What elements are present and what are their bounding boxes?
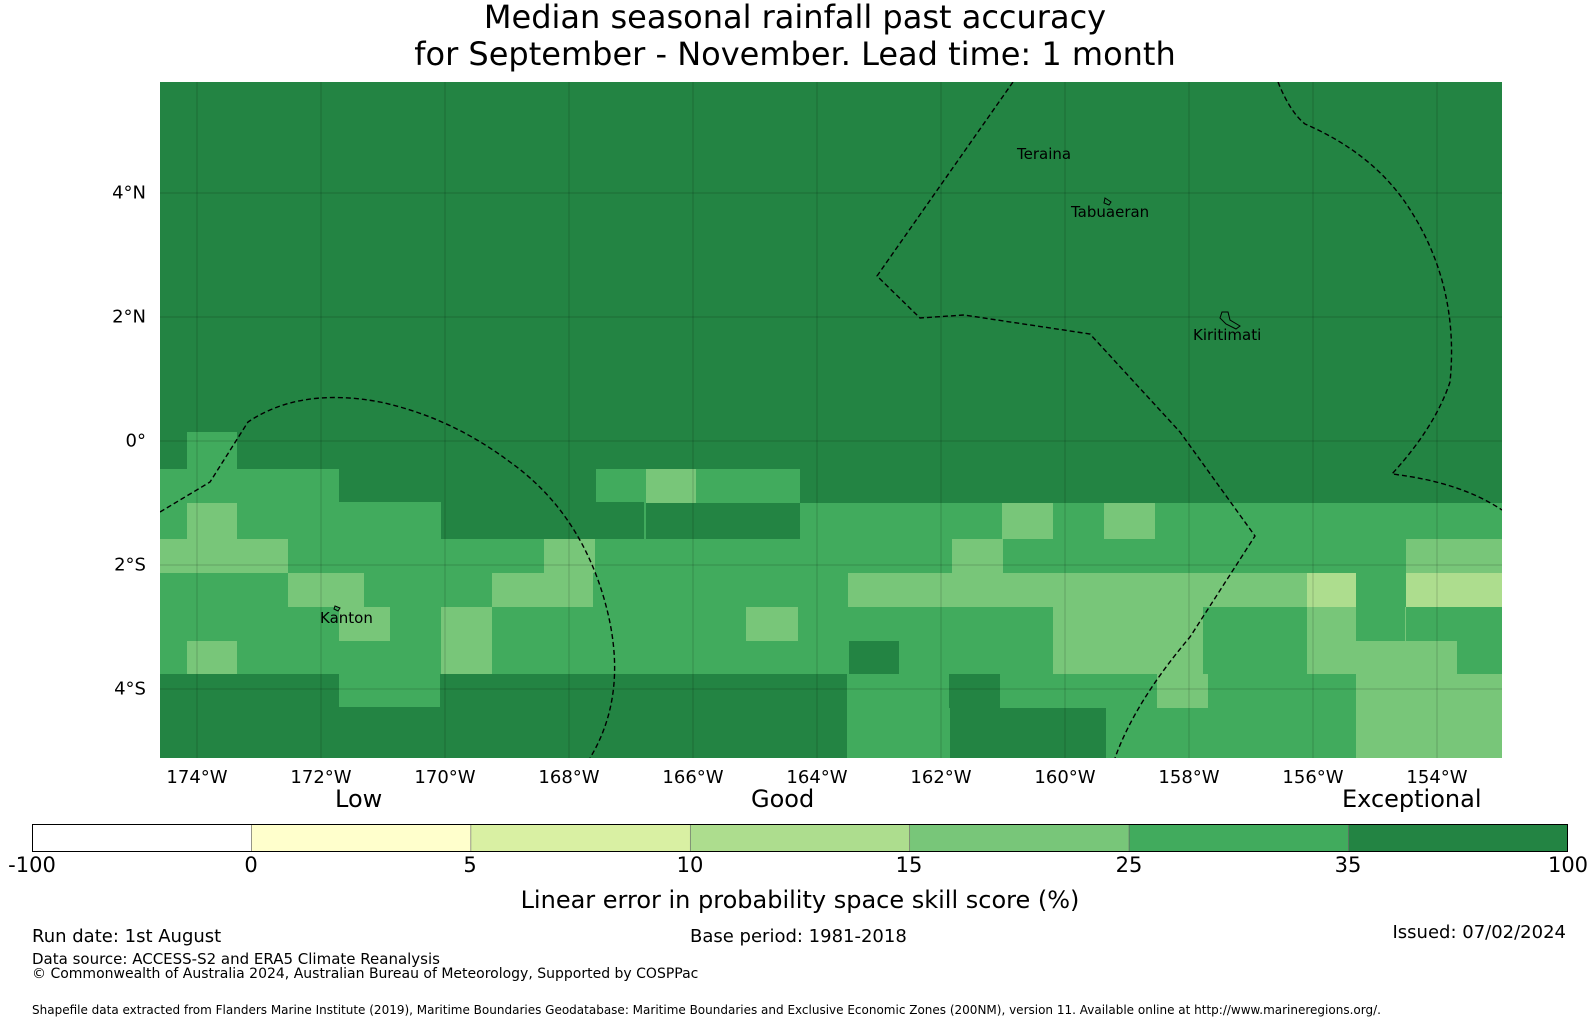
- skill-grid-cell: [339, 674, 390, 707]
- skill-grid-cell: [1457, 641, 1502, 674]
- lon-label: 158°W: [1158, 767, 1220, 788]
- skill-grid-cell: [1053, 607, 1203, 674]
- lon-label: 168°W: [538, 767, 600, 788]
- skill-grid-cell: [160, 432, 187, 469]
- skill-grid-cell: [950, 708, 1106, 758]
- skill-grid-cell: [1002, 503, 1053, 539]
- skill-grid-cell: [288, 573, 364, 607]
- colorbar-tick: 25: [1115, 853, 1143, 877]
- colorbar-bin: [251, 824, 472, 852]
- lon-label: 154°W: [1406, 767, 1468, 788]
- skill-grid-cell: [1406, 674, 1502, 758]
- kanton-island-icon: [333, 605, 341, 612]
- lat-label: 2°S: [114, 554, 146, 576]
- lon-label: 172°W: [290, 767, 352, 788]
- colorbar-bin: [1128, 824, 1349, 852]
- skill-grid-cell: [849, 641, 899, 674]
- skill-grid-cell: [339, 607, 390, 641]
- skill-grid-cell: [187, 641, 237, 674]
- run-date: Run date: 1st August: [32, 926, 222, 947]
- colorbar-frame: [32, 824, 1568, 852]
- colorbar-bins: [32, 824, 1568, 852]
- skill-map: Teraina Tabuaeran Kiritimati Kanton: [160, 82, 1502, 758]
- legend-category-good: Good: [751, 785, 815, 813]
- legend-category-low: Low: [335, 785, 383, 813]
- colorbar-tick: 100: [1547, 853, 1589, 877]
- skill-grid-cell: [1457, 573, 1502, 607]
- skill-grid-cell: [1356, 674, 1406, 758]
- data-source: Data source: ACCESS-S2 and ERA5 Climate …: [32, 950, 440, 968]
- lon-label: 156°W: [1282, 767, 1344, 788]
- skill-grid-cell: [746, 607, 798, 641]
- skill-grid-cell: [593, 502, 644, 539]
- skill-grid-cell: [390, 674, 440, 707]
- colorbar-tick: 15: [895, 853, 923, 877]
- lon-label: 170°W: [414, 767, 476, 788]
- skill-grid-cell: [1356, 607, 1405, 641]
- colorbar-bin: [909, 824, 1130, 852]
- colorbar-tick: 35: [1334, 853, 1362, 877]
- lat-label: 4°N: [112, 182, 146, 204]
- place-label-kanton: Kanton: [320, 609, 373, 627]
- lat-label: 4°S: [114, 678, 146, 700]
- tabuaeran-island-icon: [1103, 197, 1112, 206]
- lon-label: 164°W: [786, 767, 848, 788]
- colorbar-bin: [689, 824, 911, 852]
- copyright: © Commonwealth of Australia 2024, Austra…: [32, 966, 699, 982]
- skill-grid: [160, 82, 1502, 758]
- legend-category-exceptional: Exceptional: [1342, 785, 1482, 813]
- base-period: Base period: 1981-2018: [690, 926, 907, 947]
- kiritimati-island-icon: [1219, 311, 1241, 330]
- colorbar-tick: -100: [8, 853, 56, 877]
- lat-label: 2°N: [112, 306, 146, 328]
- skill-grid-cell: [187, 432, 237, 469]
- issued-date: Issued: 07/02/2024: [1392, 922, 1566, 943]
- skill-grid-cell: [544, 539, 595, 573]
- place-label-kiritimati: Kiritimati: [1193, 326, 1261, 344]
- skill-grid-cell: [847, 674, 949, 708]
- skill-grid-cell: [1104, 503, 1155, 539]
- colorbar-tick: 10: [676, 853, 704, 877]
- lon-label: 174°W: [166, 767, 228, 788]
- shapefile-credit: Shapefile data extracted from Flanders M…: [32, 1003, 1381, 1017]
- place-label-teraina: Teraina: [1016, 145, 1071, 163]
- colorbar: [32, 824, 1568, 852]
- skill-grid-cell: [1307, 573, 1356, 607]
- skill-grid-cell: [1406, 539, 1502, 573]
- lon-label: 160°W: [1034, 767, 1096, 788]
- skill-grid-cell: [949, 674, 1000, 708]
- chart-title-line2: for September - November. Lead time: 1 m…: [414, 35, 1176, 73]
- colorbar-bin: [470, 824, 691, 852]
- skill-grid-cell: [952, 539, 1003, 573]
- skill-grid-cell: [492, 573, 593, 607]
- place-label-tabuaeran: Tabuaeran: [1070, 203, 1149, 221]
- skill-grid-cell: [1000, 674, 1154, 708]
- skill-grid-cell: [646, 469, 696, 503]
- colorbar-tick: 0: [244, 853, 258, 877]
- eez-boundaries: [160, 82, 1502, 758]
- colorbar-axis-label: Linear error in probability space skill …: [520, 886, 1080, 914]
- island-outlines: [333, 197, 1241, 612]
- skill-grid-cell: [440, 674, 847, 758]
- skill-grid-cell: [646, 503, 800, 539]
- skill-grid-cell: [848, 573, 1205, 607]
- graticule: [160, 82, 1502, 758]
- skill-grid-cell: [800, 469, 1502, 503]
- place-labels: Teraina Tabuaeran Kiritimati Kanton: [320, 145, 1261, 627]
- skill-grid-cell: [339, 469, 441, 502]
- lon-label: 162°W: [910, 767, 972, 788]
- lon-label: 166°W: [662, 767, 724, 788]
- skill-grid-cell: [160, 539, 288, 573]
- colorbar-bin: [1348, 824, 1568, 852]
- chart-title-line1: Median seasonal rainfall past accuracy: [483, 0, 1107, 36]
- skill-grid-cell: [1157, 674, 1208, 708]
- colorbar-tick: 5: [463, 853, 477, 877]
- lat-label: 0°: [125, 430, 146, 452]
- skill-grid-cell: [441, 607, 492, 674]
- skill-grid-cell: [441, 469, 596, 539]
- colorbar-bin: [32, 824, 252, 852]
